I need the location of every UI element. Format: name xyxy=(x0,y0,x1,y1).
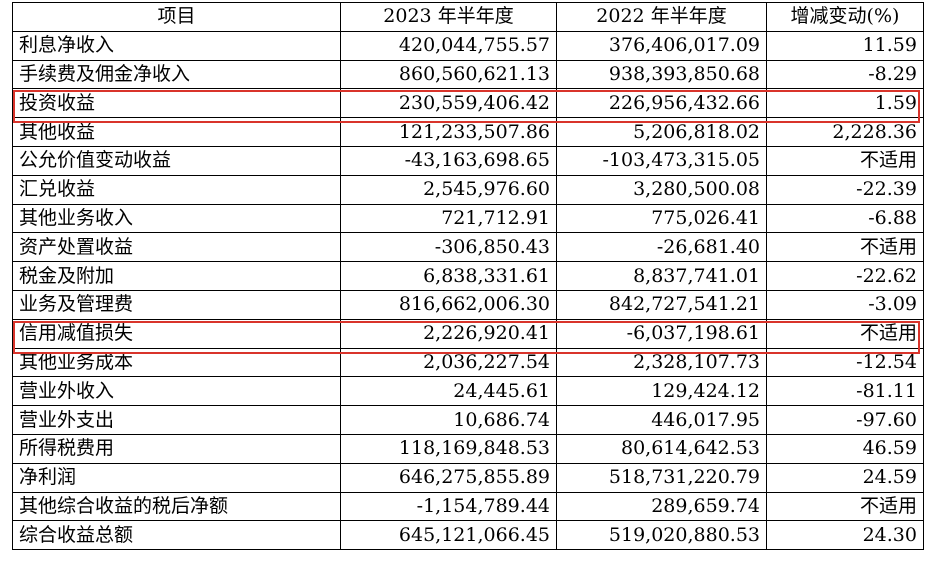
value-2022-h1: -26,681.40 xyxy=(556,232,767,263)
value-2023-h1: 230,559,406.42 xyxy=(340,88,557,119)
value-2022-h1: 938,393,850.68 xyxy=(556,59,767,90)
value-2023-h1: 816,662,006.30 xyxy=(340,289,557,320)
financial-table: 项目 2023 年半年度 2022 年半年度 增减变动(%) 利息净收入 420,… xyxy=(12,2,924,551)
table-row: 手续费及佣金净收入 860,560,621.13 938,393,850.68 -8.… xyxy=(12,59,924,90)
change-pct: -22.62 xyxy=(766,261,924,291)
row-label: 其他收益 xyxy=(12,117,341,147)
value-2023-h1: -1,154,789.44 xyxy=(340,491,557,522)
value-2022-h1: 3,280,500.08 xyxy=(556,174,767,205)
row-label: 利息净收入 xyxy=(12,30,341,61)
row-label: 综合收益总额 xyxy=(12,520,341,551)
table-row: 税金及附加 6,838,331.61 8,837,741.01 -22.62 xyxy=(12,261,924,291)
table-row: 资产处置收益 -306,850.43 -26,681.40 不适用 xyxy=(12,232,924,263)
row-label: 投资收益 xyxy=(12,88,341,119)
value-2023-h1: 118,169,848.53 xyxy=(340,433,557,464)
value-2022-h1: 446,017.95 xyxy=(556,405,767,435)
change-pct: -3.09 xyxy=(766,289,924,320)
row-label: 资产处置收益 xyxy=(12,232,341,263)
value-2022-h1: 80,614,642.53 xyxy=(556,433,767,464)
row-label: 手续费及佣金净收入 xyxy=(12,59,341,90)
change-pct: 不适用 xyxy=(766,491,924,522)
change-pct: 不适用 xyxy=(766,232,924,263)
change-pct: -22.39 xyxy=(766,174,924,205)
header-2023-h1: 2023 年半年度 xyxy=(340,2,557,32)
table-row: 其他收益 121,233,507.86 5,206,818.02 2,228.36 xyxy=(12,117,924,147)
value-2022-h1: 519,020,880.53 xyxy=(556,520,767,551)
header-item: 项目 xyxy=(12,2,341,32)
row-label: 业务及管理费 xyxy=(12,289,341,320)
table-row: 营业外支出 10,686.74 446,017.95 -97.60 xyxy=(12,405,924,435)
row-label: 税金及附加 xyxy=(12,261,341,291)
row-label: 其他业务成本 xyxy=(12,347,341,378)
change-pct: -81.11 xyxy=(766,376,924,407)
table-row: 公允价值变动收益 -43,163,698.65 -103,473,315.05 不适用 xyxy=(12,145,924,176)
change-pct: 11.59 xyxy=(766,30,924,61)
value-2023-h1: -306,850.43 xyxy=(340,232,557,263)
value-2023-h1: 860,560,621.13 xyxy=(340,59,557,90)
table-row: 其他业务成本 2,036,227.54 2,328,107.73 -12.54 xyxy=(12,347,924,378)
row-label: 公允价值变动收益 xyxy=(12,145,341,176)
value-2022-h1: 289,659.74 xyxy=(556,491,767,522)
change-pct: 不适用 xyxy=(766,145,924,176)
value-2022-h1: 129,424.12 xyxy=(556,376,767,407)
change-pct: 24.59 xyxy=(766,462,924,493)
change-pct: 24.30 xyxy=(766,520,924,551)
change-pct: 2,228.36 xyxy=(766,117,924,147)
value-2023-h1: 420,044,755.57 xyxy=(340,30,557,61)
row-label: 净利润 xyxy=(12,462,341,493)
table-row: 汇兑收益 2,545,976.60 3,280,500.08 -22.39 xyxy=(12,174,924,205)
value-2022-h1: 376,406,017.09 xyxy=(556,30,767,61)
value-2023-h1: -43,163,698.65 xyxy=(340,145,557,176)
change-pct: -8.29 xyxy=(766,59,924,90)
header-row: 项目 2023 年半年度 2022 年半年度 增减变动(%) xyxy=(12,2,924,32)
table-row: 业务及管理费 816,662,006.30 842,727,541.21 -3.09 xyxy=(12,289,924,320)
value-2023-h1: 121,233,507.86 xyxy=(340,117,557,147)
table-row: 净利润 646,275,855.89 518,731,220.79 24.59 xyxy=(12,462,924,493)
change-pct: 46.59 xyxy=(766,433,924,464)
value-2023-h1: 24,445.61 xyxy=(340,376,557,407)
row-label: 其他综合收益的税后净额 xyxy=(12,491,341,522)
value-2022-h1: 518,731,220.79 xyxy=(556,462,767,493)
value-2023-h1: 2,036,227.54 xyxy=(340,347,557,378)
header-change-pct: 增减变动(%) xyxy=(766,2,924,32)
value-2023-h1: 2,226,920.41 xyxy=(340,318,557,349)
row-label: 营业外支出 xyxy=(12,405,341,435)
value-2023-h1: 646,275,855.89 xyxy=(340,462,557,493)
value-2023-h1: 6,838,331.61 xyxy=(340,261,557,291)
value-2023-h1: 2,545,976.60 xyxy=(340,174,557,205)
value-2023-h1: 721,712.91 xyxy=(340,203,557,234)
value-2022-h1: 775,026.41 xyxy=(556,203,767,234)
table-row: 投资收益 230,559,406.42 226,956,432.66 1.59 xyxy=(12,88,924,119)
row-label: 其他业务收入 xyxy=(12,203,341,234)
value-2022-h1: 226,956,432.66 xyxy=(556,88,767,119)
value-2022-h1: 2,328,107.73 xyxy=(556,347,767,378)
change-pct: -12.54 xyxy=(766,347,924,378)
table-row: 其他综合收益的税后净额 -1,154,789.44 289,659.74 不适用 xyxy=(12,491,924,522)
table-row: 利息净收入 420,044,755.57 376,406,017.09 11.59 xyxy=(12,30,924,61)
row-label: 所得税费用 xyxy=(12,433,341,464)
row-label: 营业外收入 xyxy=(12,376,341,407)
table-row: 综合收益总额 645,121,066.45 519,020,880.53 24.30 xyxy=(12,520,924,551)
value-2022-h1: 5,206,818.02 xyxy=(556,117,767,147)
value-2022-h1: -103,473,315.05 xyxy=(556,145,767,176)
row-label: 汇兑收益 xyxy=(12,174,341,205)
change-pct: -97.60 xyxy=(766,405,924,435)
table-row: 所得税费用 118,169,848.53 80,614,642.53 46.59 xyxy=(12,433,924,464)
change-pct: 1.59 xyxy=(766,88,924,119)
value-2022-h1: -6,037,198.61 xyxy=(556,318,767,349)
table-row: 信用减值损失 2,226,920.41 -6,037,198.61 不适用 xyxy=(12,318,924,349)
table-row: 其他业务收入 721,712.91 775,026.41 -6.88 xyxy=(12,203,924,234)
row-label: 信用减值损失 xyxy=(12,318,341,349)
value-2023-h1: 645,121,066.45 xyxy=(340,520,557,551)
change-pct: -6.88 xyxy=(766,203,924,234)
value-2022-h1: 8,837,741.01 xyxy=(556,261,767,291)
change-pct: 不适用 xyxy=(766,318,924,349)
value-2022-h1: 842,727,541.21 xyxy=(556,289,767,320)
table-row: 营业外收入 24,445.61 129,424.12 -81.11 xyxy=(12,376,924,407)
value-2023-h1: 10,686.74 xyxy=(340,405,557,435)
header-2022-h1: 2022 年半年度 xyxy=(556,2,767,32)
